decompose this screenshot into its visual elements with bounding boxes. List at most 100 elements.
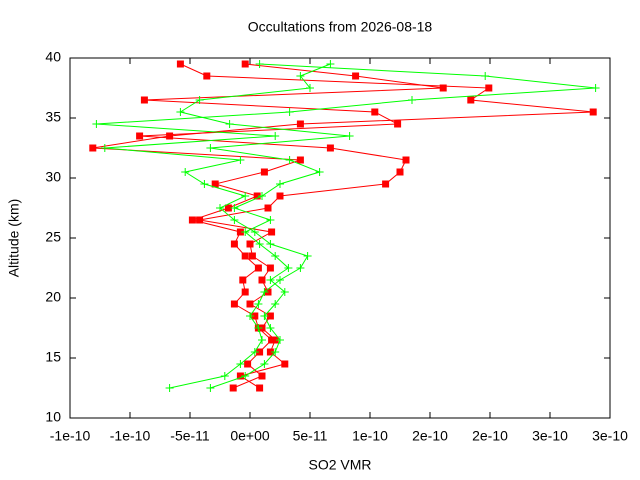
marker	[481, 72, 490, 80]
marker	[246, 312, 254, 320]
marker	[224, 204, 232, 212]
y-tick-label: 30	[45, 169, 61, 185]
profile-line	[92, 63, 594, 389]
marker	[485, 84, 493, 92]
marker	[260, 168, 268, 176]
marker	[394, 120, 402, 128]
marker	[244, 360, 252, 368]
marker	[241, 288, 249, 296]
marker	[251, 312, 259, 320]
marker	[296, 264, 305, 272]
x-tick-label: -1e-10	[110, 428, 151, 444]
marker	[266, 348, 274, 356]
marker	[271, 132, 280, 140]
x-tick-label: 0e+00	[230, 428, 270, 444]
marker	[196, 216, 204, 224]
marker	[439, 84, 447, 92]
marker	[176, 108, 185, 116]
marker	[230, 204, 239, 212]
marker	[181, 168, 190, 176]
marker	[255, 60, 264, 68]
marker	[326, 144, 334, 152]
marker	[254, 324, 263, 332]
y-tick-label: 20	[45, 289, 61, 305]
marker	[248, 252, 256, 260]
marker	[216, 204, 224, 212]
marker	[254, 300, 263, 308]
marker	[195, 96, 204, 104]
marker	[241, 372, 250, 380]
marker	[92, 120, 101, 128]
marker	[166, 132, 174, 140]
marker	[258, 372, 266, 380]
marker	[266, 276, 275, 284]
y-tick-label: 10	[45, 409, 61, 425]
marker	[408, 96, 416, 104]
marker	[256, 384, 264, 392]
x-tick-label: -1e-10	[50, 428, 91, 444]
marker	[200, 180, 209, 188]
marker	[266, 240, 275, 248]
marker	[285, 108, 294, 116]
x-tick-label: 3e-10	[592, 428, 628, 444]
marker	[241, 192, 250, 200]
marker	[250, 348, 259, 356]
chart-title: Occultations from 2026-08-18	[248, 19, 433, 35]
marker	[260, 312, 269, 320]
marker	[271, 348, 280, 356]
marker	[264, 204, 272, 212]
marker	[241, 60, 249, 68]
marker	[236, 156, 245, 164]
marker	[230, 300, 238, 308]
marker	[225, 120, 234, 128]
marker	[266, 216, 275, 224]
marker	[306, 84, 314, 92]
marker	[276, 276, 284, 284]
marker	[396, 168, 404, 176]
marker	[89, 144, 97, 152]
marker	[229, 384, 237, 392]
x-tick-label: 1e-10	[352, 428, 388, 444]
marker	[296, 120, 304, 128]
marker	[591, 84, 600, 92]
marker	[467, 96, 475, 104]
x-axis-label: SO2 VMR	[308, 457, 371, 473]
marker	[176, 60, 184, 68]
marker	[206, 144, 215, 152]
marker	[371, 108, 379, 116]
y-tick-label: 35	[45, 109, 61, 125]
marker	[402, 156, 410, 164]
marker	[255, 240, 264, 248]
marker	[256, 348, 264, 356]
marker	[326, 60, 335, 68]
marker	[230, 240, 238, 248]
marker	[280, 288, 289, 296]
marker	[246, 240, 254, 248]
marker	[236, 228, 244, 236]
x-tick-label: -5e-11	[170, 428, 210, 444]
profile-line	[179, 63, 350, 389]
marker	[258, 336, 266, 344]
marker	[188, 216, 196, 224]
marker	[211, 180, 219, 188]
marker	[266, 324, 275, 332]
marker	[284, 264, 293, 272]
marker	[241, 252, 249, 260]
marker	[258, 192, 266, 200]
marker	[206, 384, 215, 392]
marker	[276, 192, 284, 200]
y-tick-label: 15	[45, 349, 61, 365]
marker	[303, 252, 312, 260]
marker	[260, 360, 269, 368]
y-axis-label: Altitude (km)	[6, 199, 22, 278]
marker	[136, 132, 144, 140]
marker	[268, 228, 276, 236]
x-tick-label: 2e-10	[472, 428, 508, 444]
marker	[260, 288, 269, 296]
marker	[271, 300, 280, 308]
marker	[230, 216, 239, 224]
marker	[250, 228, 259, 236]
marker	[276, 336, 284, 344]
marker	[253, 192, 261, 200]
marker	[281, 360, 289, 368]
